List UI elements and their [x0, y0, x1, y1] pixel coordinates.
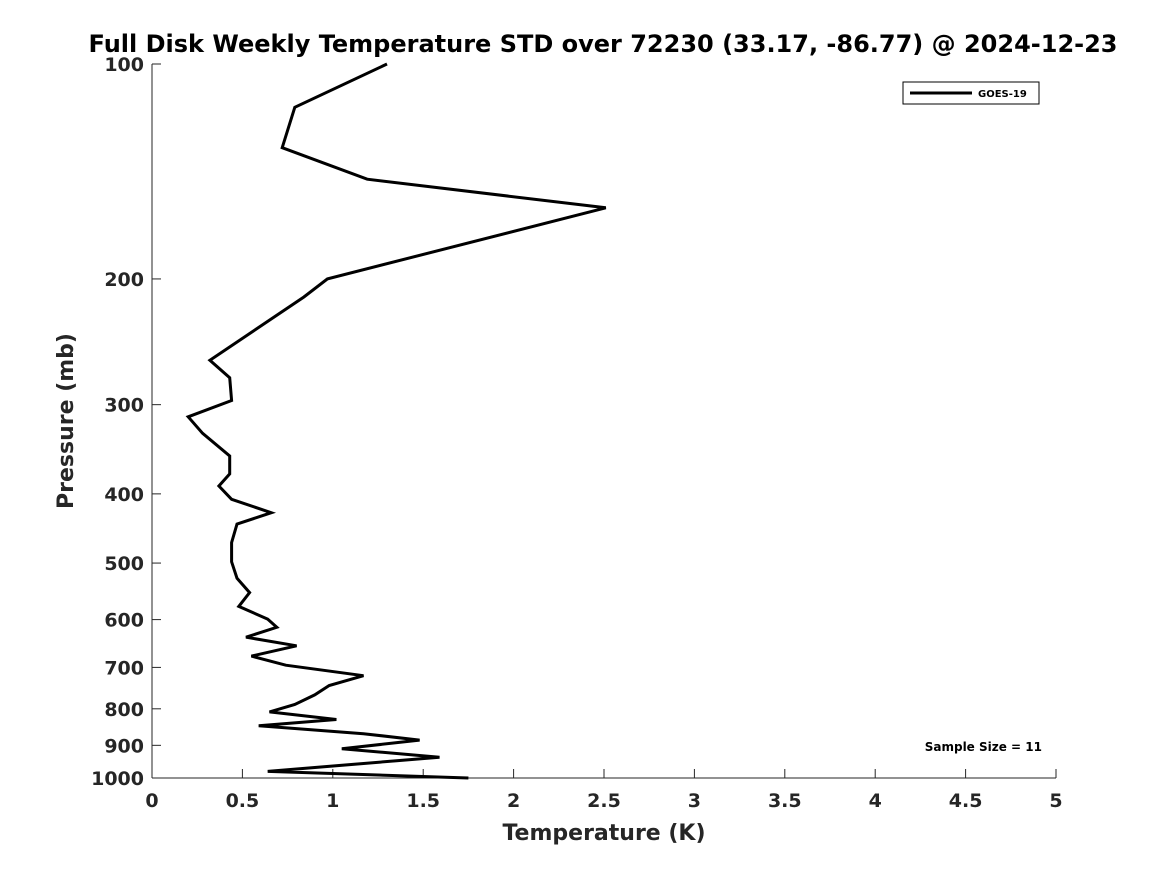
legend: GOES-19	[902, 81, 1040, 105]
x-axis-ticks: 0 0.5 1 1.5 2 2.5 3 3.5 4 4.5 5	[145, 769, 1063, 812]
x-tick-label: 4	[869, 790, 882, 812]
x-tick-label: 3	[688, 790, 701, 812]
x-tick-label: 2	[507, 790, 520, 812]
y-tick-label: 700	[104, 657, 144, 679]
y-tick-label: 500	[104, 553, 144, 575]
x-tick-label: 1.5	[406, 790, 440, 812]
sample-size-annotation: Sample Size = 11	[925, 740, 1042, 754]
x-tick-label: 4.5	[949, 790, 983, 812]
y-axis-ticks: 100 200 300 400 500 600 700 800 900 1000	[91, 54, 161, 790]
y-tick-label: 300	[104, 395, 144, 417]
x-tick-label: 1	[326, 790, 339, 812]
y-tick-label: 400	[104, 484, 144, 506]
y-tick-label: 100	[104, 54, 144, 76]
x-axis-label: Temperature (K)	[502, 821, 705, 846]
y-tick-label: 600	[104, 610, 144, 632]
x-tick-label: 0.5	[226, 790, 260, 812]
series-line-goes-19	[185, 62, 607, 780]
series-layer	[185, 62, 607, 780]
y-tick-label: 800	[104, 699, 144, 721]
y-tick-label: 200	[104, 269, 144, 291]
x-tick-label: 2.5	[587, 790, 621, 812]
y-axis-label: Pressure (mb)	[54, 333, 79, 509]
x-tick-label: 3.5	[768, 790, 802, 812]
chart-title: Full Disk Weekly Temperature STD over 72…	[89, 30, 1118, 58]
legend-label-goes-19: GOES-19	[978, 89, 1027, 100]
x-tick-label: 0	[145, 790, 158, 812]
y-tick-label: 900	[104, 735, 144, 757]
y-tick-label: 1000	[91, 768, 144, 790]
x-tick-label: 5	[1049, 790, 1062, 812]
